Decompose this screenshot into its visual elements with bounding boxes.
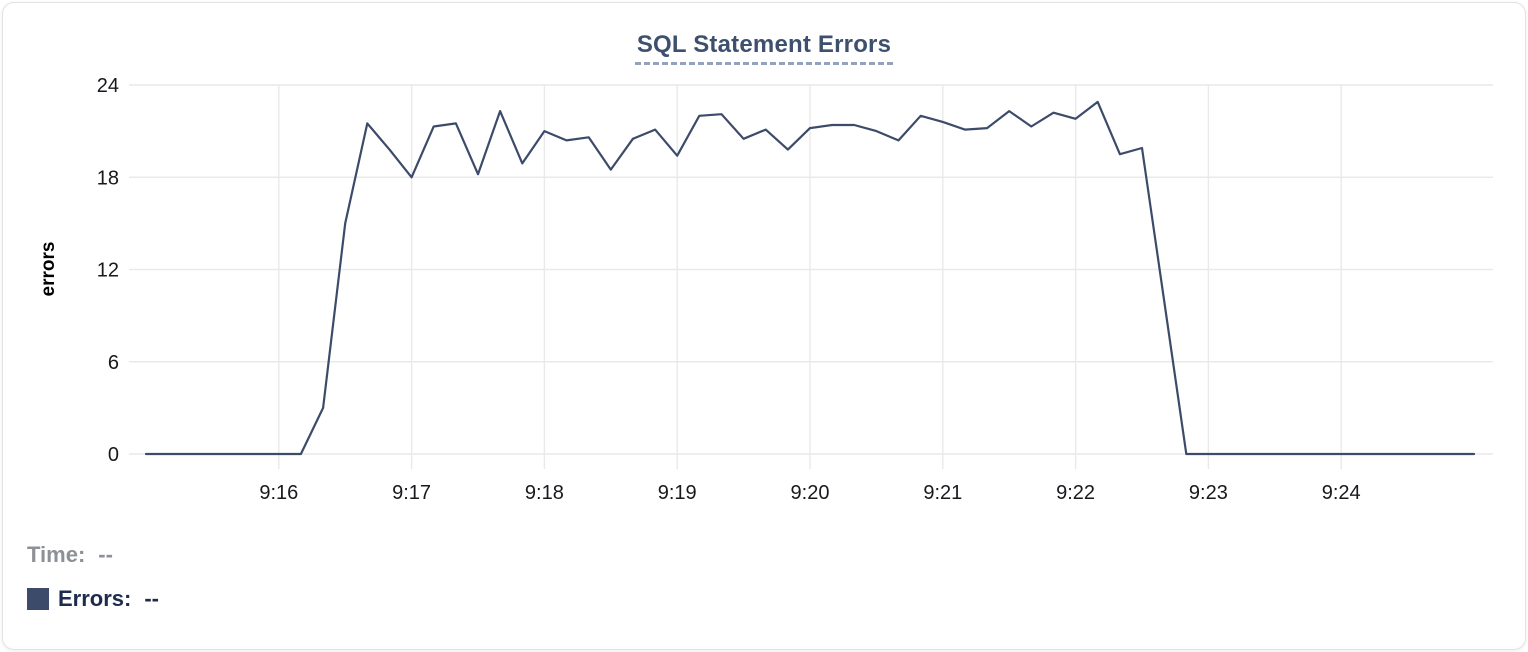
chart-header: SQL Statement Errors [3, 31, 1525, 65]
legend-time-row: Time: -- [27, 543, 113, 567]
svg-text:9:19: 9:19 [658, 482, 697, 504]
gridlines [129, 84, 1493, 469]
line-chart-plot-area[interactable]: 0 6 12 18 24 9:16 9:17 9:18 9:19 9:20 9:21 9:22 9:23… [3, 3, 1528, 518]
chart-title[interactable]: SQL Statement Errors [634, 31, 894, 65]
svg-text:0: 0 [108, 444, 119, 466]
y-axis-tick-labels: 0 6 12 18 24 [97, 75, 119, 466]
svg-text:9:22: 9:22 [1056, 482, 1095, 504]
errors-series-swatch [27, 588, 49, 610]
svg-text:12: 12 [97, 260, 119, 282]
svg-text:24: 24 [97, 75, 119, 97]
svg-text:9:23: 9:23 [1189, 482, 1228, 504]
svg-text:9:24: 9:24 [1322, 482, 1361, 504]
legend-time-label: Time: [27, 542, 86, 567]
svg-text:6: 6 [108, 352, 119, 374]
x-axis-tick-labels: 9:16 9:17 9:18 9:19 9:20 9:21 9:22 9:23 9:24 [259, 482, 1360, 504]
svg-text:9:16: 9:16 [259, 482, 298, 504]
legend-time-value: -- [98, 542, 113, 567]
legend-errors-row: Errors: -- [27, 587, 159, 611]
errors-series-line [144, 100, 1476, 456]
legend-errors-label: Errors: [58, 586, 132, 611]
legend-errors-value: -- [144, 586, 160, 611]
svg-text:18: 18 [97, 167, 119, 189]
svg-text:9:18: 9:18 [525, 482, 564, 504]
svg-text:9:17: 9:17 [392, 482, 431, 504]
svg-text:9:20: 9:20 [791, 482, 830, 504]
svg-text:9:21: 9:21 [923, 482, 962, 504]
